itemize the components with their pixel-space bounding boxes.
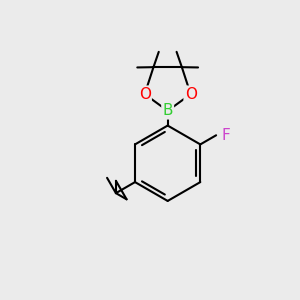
- Text: O: O: [139, 87, 151, 102]
- Text: O: O: [184, 87, 196, 102]
- Text: F: F: [221, 128, 230, 143]
- Text: B: B: [162, 103, 173, 118]
